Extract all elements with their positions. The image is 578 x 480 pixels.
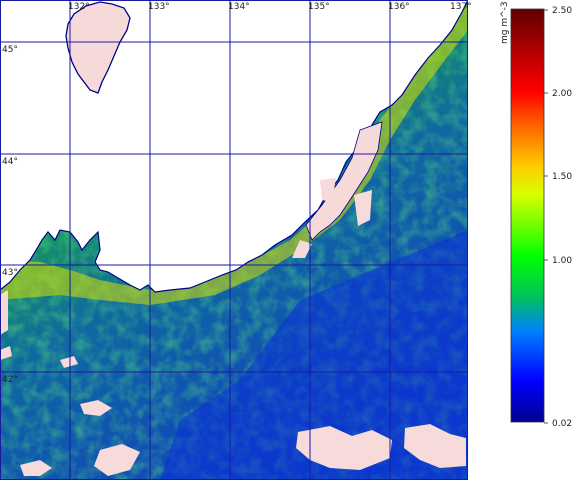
coast-fringe-2 bbox=[292, 240, 312, 258]
lon-label-133: 133° bbox=[148, 2, 170, 12]
lon-label-134: 134° bbox=[228, 2, 250, 12]
colorbar-ticks bbox=[544, 9, 548, 424]
colorbar-label-2.50: 2.50 bbox=[552, 6, 572, 16]
lat-label-43: 43° bbox=[2, 268, 18, 278]
colorbar-label-1.50: 1.50 bbox=[552, 172, 572, 182]
cloud-patches bbox=[0, 178, 466, 476]
colorbar-label-0.02: 0.02 bbox=[552, 419, 572, 429]
lat-labels: 45° 44° 43° 42° bbox=[2, 45, 18, 385]
lat-label-45: 45° bbox=[2, 45, 18, 55]
colorbar: mg m^-3 2.50 2.00 1.50 1.00 0.02 bbox=[500, 1, 572, 429]
colorbar-bar bbox=[510, 8, 545, 423]
mainland bbox=[0, 0, 468, 293]
lon-label-132: 132° bbox=[68, 2, 90, 12]
lon-label-135: 135° bbox=[308, 2, 330, 12]
lon-label-136: 136° bbox=[388, 2, 410, 12]
colorbar-unit: mg m^-3 bbox=[500, 1, 510, 44]
coast-fringe-3 bbox=[0, 290, 8, 335]
lat-label-44: 44° bbox=[2, 157, 18, 167]
lat-label-42: 42° bbox=[2, 375, 18, 385]
lon-label-137: 137° bbox=[450, 2, 472, 12]
island bbox=[65, 1, 131, 94]
graticule bbox=[0, 0, 468, 480]
offshore-low bbox=[160, 230, 468, 480]
colorbar-label-1.00: 1.00 bbox=[552, 256, 572, 266]
lon-labels: 132° 133° 134° 135° 136° 137° bbox=[68, 2, 472, 12]
colorbar-label-2.00: 2.00 bbox=[552, 89, 572, 99]
